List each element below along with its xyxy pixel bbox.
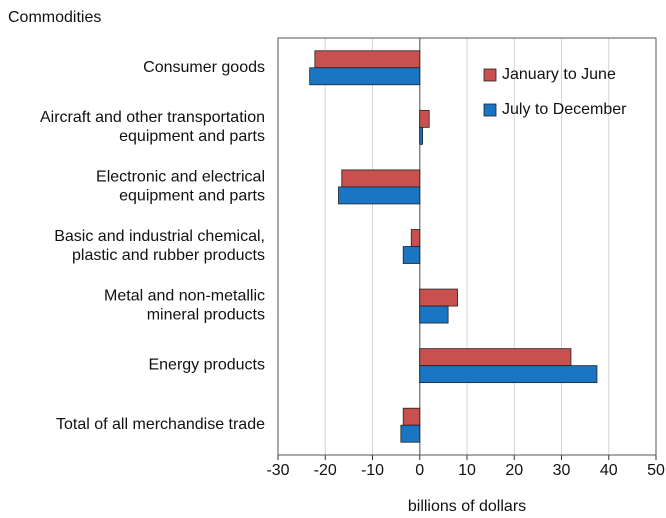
y-tick-label-line: Consumer goods	[143, 59, 265, 76]
bar	[419, 109, 430, 128]
bar	[419, 126, 423, 145]
x-tick-label: 30	[553, 462, 571, 479]
x-tick-label: -20	[314, 462, 337, 479]
y-tick-label-line: Electronic and electrical	[96, 169, 265, 186]
plot-frame	[277, 37, 657, 456]
bar	[309, 67, 421, 86]
chart-title: Commodities	[8, 9, 101, 26]
legend-label: July to December	[502, 101, 627, 118]
bar	[341, 169, 421, 188]
bar	[338, 186, 421, 205]
y-tick-label-line: plastic and rubber products	[72, 247, 265, 264]
x-tick-label: -10	[361, 462, 384, 479]
x-tick-label: 40	[600, 462, 618, 479]
bar	[400, 424, 421, 443]
bar	[419, 348, 572, 367]
y-tick-label-line: Basic and industrial chemical,	[54, 228, 265, 245]
y-tick-label-line: Metal and non-metallic	[104, 288, 265, 305]
legend-swatch	[483, 103, 497, 117]
bar	[419, 365, 598, 384]
y-tick-label-line: Aircraft and other transportation	[40, 109, 265, 126]
bar	[402, 407, 421, 426]
x-tick-label: 10	[458, 462, 476, 479]
y-tick-label-line: mineral products	[147, 307, 265, 324]
legend-swatch	[483, 68, 497, 82]
bar	[314, 50, 421, 69]
bar	[402, 246, 421, 264]
x-tick-label: 20	[505, 462, 523, 479]
legend-label: January to June	[502, 66, 616, 83]
y-tick-label-line: Total of all merchandise trade	[56, 416, 265, 433]
x-tick-label: 0	[415, 462, 424, 479]
y-tick-label: Basic and industrial chemical, plastic an…	[54, 228, 265, 264]
y-tick-label: Energy products	[148, 357, 265, 374]
y-tick-label: Aircraft and other transportation equipme…	[40, 109, 265, 145]
x-axis-label: billions of dollars	[408, 498, 526, 515]
bar	[410, 229, 421, 247]
y-tick-label-line: equipment and parts	[119, 188, 265, 205]
bar	[419, 288, 458, 307]
y-tick-label-line: Energy products	[148, 357, 265, 374]
y-tick-label: Metal and non-metallic mineral products	[104, 288, 265, 324]
y-tick-label: Electronic and electrical equipment and p…	[96, 169, 265, 205]
x-tick-label: -30	[266, 462, 289, 479]
y-tick-label: Consumer goods	[143, 59, 265, 76]
y-tick-label-line: equipment and parts	[119, 128, 265, 145]
bar	[419, 305, 449, 324]
y-tick-label: Total of all merchandise trade	[56, 416, 265, 433]
x-tick-label: 50	[647, 462, 665, 479]
